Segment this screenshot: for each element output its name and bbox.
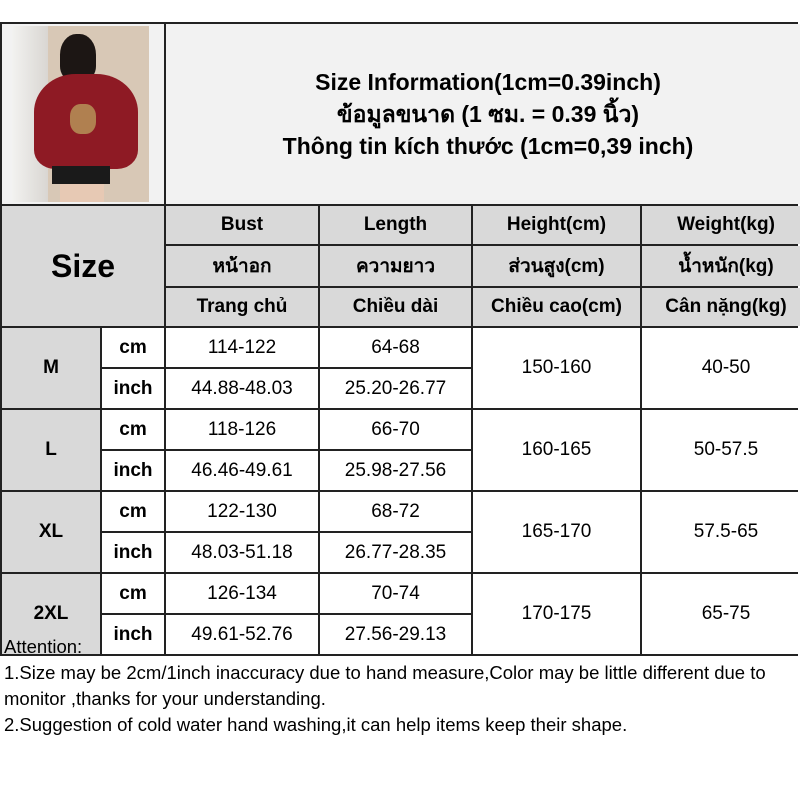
title-thai: ข้อมูลขนาด (1 ซม. = 0.39 นิ้ว)	[336, 101, 640, 127]
length-inch: 26.77-28.35	[320, 533, 471, 572]
unit-inch: inch	[102, 369, 164, 408]
header-length: ความยาว	[320, 246, 471, 286]
weight-range: 40-50	[642, 328, 800, 408]
unit-inch: inch	[102, 533, 164, 572]
bust-inch: 44.88-48.03	[166, 369, 318, 408]
size-info-title: Size Information(1cm=0.39inch) ข้อมูลขนา…	[166, 24, 800, 204]
size-label: 2XL	[2, 574, 100, 654]
length-cm: 68-72	[320, 492, 471, 531]
size-label: XL	[2, 492, 100, 572]
header-length: Length	[320, 206, 471, 244]
bust-cm: 122-130	[166, 492, 318, 531]
header-height: ส่วนสูง(cm)	[473, 246, 640, 286]
header-bust: หน้าอก	[166, 246, 318, 286]
weight-range: 50-57.5	[642, 410, 800, 490]
height-range: 150-160	[473, 328, 640, 408]
header-bust: Bust	[166, 206, 318, 244]
height-range: 160-165	[473, 410, 640, 490]
unit-inch: inch	[102, 615, 164, 654]
header-height: Height(cm)	[473, 206, 640, 244]
bust-inch: 46.46-49.61	[166, 451, 318, 490]
header-weight: น้ำหนัก(kg)	[642, 246, 800, 286]
bust-cm: 114-122	[166, 328, 318, 367]
product-photo	[2, 24, 164, 204]
bust-cm: 126-134	[166, 574, 318, 613]
length-cm: 64-68	[320, 328, 471, 367]
size-label: L	[2, 410, 100, 490]
length-cm: 66-70	[320, 410, 471, 449]
title-english: Size Information(1cm=0.39inch)	[315, 69, 661, 95]
model-image	[12, 26, 149, 202]
notes-heading: Attention:	[4, 636, 83, 657]
length-inch: 25.98-27.56	[320, 451, 471, 490]
bust-cm: 118-126	[166, 410, 318, 449]
header-height: Chiều cao(cm)	[473, 288, 640, 326]
length-inch: 27.56-29.13	[320, 615, 471, 654]
size-label: M	[2, 328, 100, 408]
unit-inch: inch	[102, 451, 164, 490]
header-weight: Cân nặng(kg)	[642, 288, 800, 326]
bust-inch: 48.03-51.18	[166, 533, 318, 572]
weight-range: 57.5-65	[642, 492, 800, 572]
title-vietnamese: Thông tin kích thước (1cm=0,39 inch)	[282, 133, 694, 159]
height-range: 165-170	[473, 492, 640, 572]
height-range: 170-175	[473, 574, 640, 654]
size-header: Size	[2, 206, 164, 326]
size-chart-table: Size Information(1cm=0.39inch) ข้อมูลขนา…	[0, 22, 800, 656]
header-weight: Weight(kg)	[642, 206, 800, 244]
attention-notes: Attention: 1.Size may be 2cm/1inch inacc…	[4, 634, 794, 738]
unit-cm: cm	[102, 410, 164, 449]
unit-cm: cm	[102, 328, 164, 367]
header-bust: Trang chủ	[166, 288, 318, 326]
note-1: 1.Size may be 2cm/1inch inaccuracy due t…	[4, 662, 766, 709]
header-length: Chiều dài	[320, 288, 471, 326]
unit-cm: cm	[102, 574, 164, 613]
bust-inch: 49.61-52.76	[166, 615, 318, 654]
note-2: 2.Suggestion of cold water hand washing,…	[4, 714, 628, 735]
weight-range: 65-75	[642, 574, 800, 654]
length-inch: 25.20-26.77	[320, 369, 471, 408]
unit-cm: cm	[102, 492, 164, 531]
length-cm: 70-74	[320, 574, 471, 613]
